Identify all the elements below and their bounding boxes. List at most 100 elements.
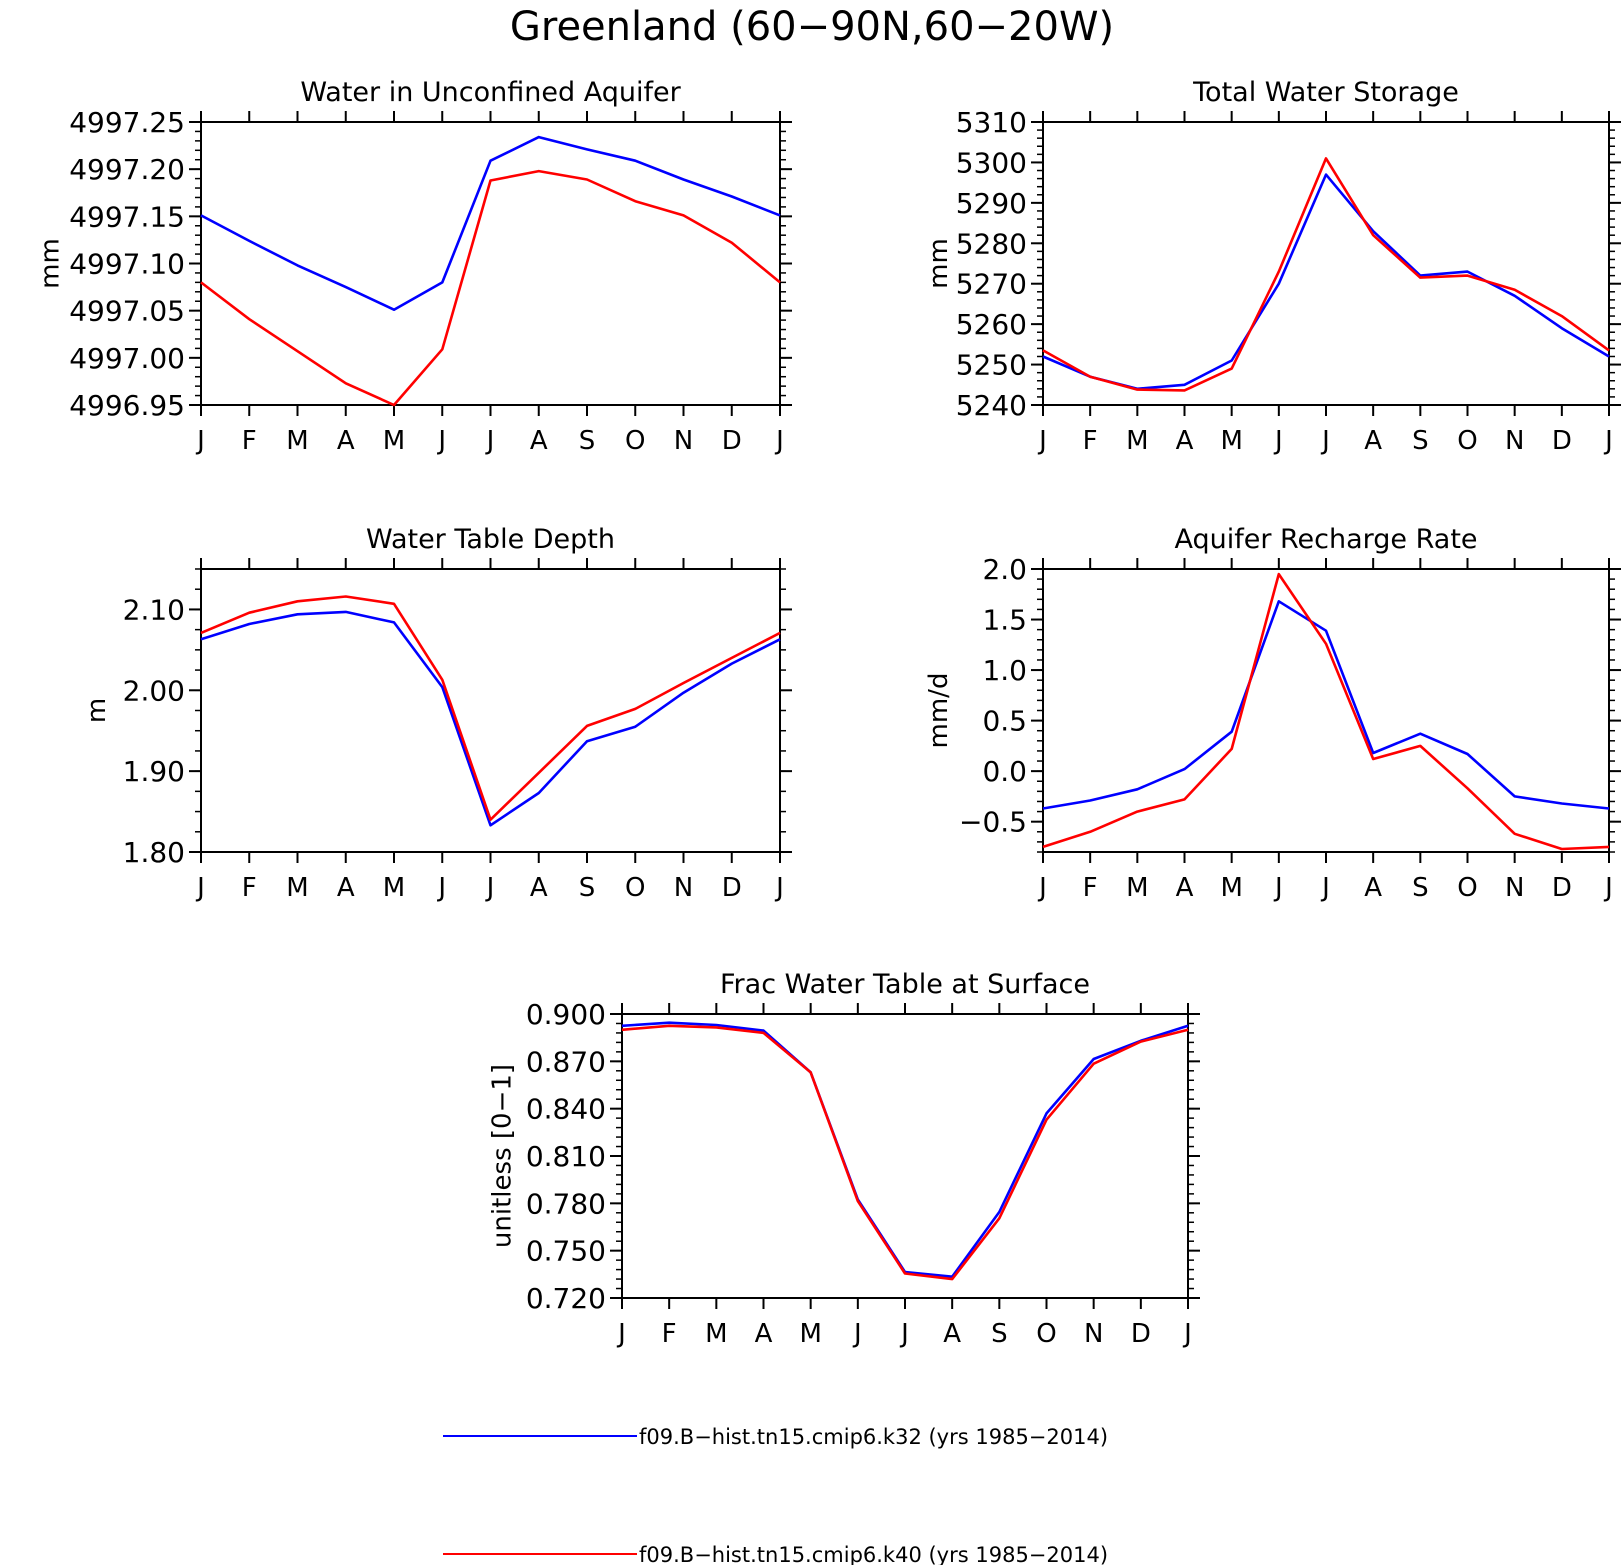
x-tick-label: J bbox=[436, 426, 446, 456]
y-tick-label: 4997.00 bbox=[69, 342, 185, 375]
x-tick-label: J bbox=[1037, 426, 1047, 456]
y-tick-label: 4997.25 bbox=[69, 106, 185, 139]
y-tick-label: 0.0 bbox=[982, 755, 1027, 788]
y-tick-label: 2.00 bbox=[123, 674, 185, 707]
x-tick-label: J bbox=[1273, 426, 1283, 456]
x-tick-label: A bbox=[530, 426, 548, 456]
y-tick-label: 4997.20 bbox=[69, 153, 185, 186]
panel-title: Aquifer Recharge Rate bbox=[1174, 524, 1477, 555]
panel-title: Water in Unconfined Aquifer bbox=[300, 77, 681, 108]
x-tick-label: J bbox=[436, 873, 446, 903]
series-line-k40 bbox=[1042, 157, 1610, 392]
x-tick-label: S bbox=[1412, 426, 1429, 456]
y-tick-label: 0.900 bbox=[526, 998, 606, 1031]
y-tick-label: 1.80 bbox=[123, 836, 185, 869]
x-tick-label: D bbox=[1131, 1319, 1151, 1349]
y-tick-label: 1.0 bbox=[982, 654, 1027, 687]
y-axis-label: mm bbox=[36, 238, 66, 289]
x-tick-label: J bbox=[774, 873, 784, 903]
y-tick-label: 5290 bbox=[956, 187, 1027, 220]
y-tick-label: 5240 bbox=[956, 389, 1027, 422]
x-tick-label: F bbox=[662, 1319, 677, 1349]
x-tick-label: J bbox=[1037, 873, 1047, 903]
series-line-k32 bbox=[1042, 599, 1610, 810]
x-tick-label: O bbox=[1457, 426, 1477, 456]
x-tick-label: D bbox=[1552, 426, 1572, 456]
y-axis-label: m bbox=[82, 698, 112, 723]
x-tick-label: M bbox=[1126, 426, 1148, 456]
x-tick-label: F bbox=[242, 426, 257, 456]
y-tick-label: 4997.15 bbox=[69, 200, 185, 233]
y-tick-label: 1.5 bbox=[982, 604, 1027, 637]
x-tick-label: S bbox=[579, 426, 596, 456]
x-tick-label: F bbox=[242, 873, 257, 903]
x-tick-label: S bbox=[991, 1319, 1008, 1349]
y-tick-label: 5260 bbox=[956, 308, 1027, 341]
y-tick-label: 0.720 bbox=[526, 1282, 606, 1315]
x-tick-label: F bbox=[1083, 873, 1098, 903]
x-tick-label: J bbox=[852, 1319, 862, 1349]
x-tick-label: S bbox=[579, 873, 596, 903]
x-tick-label: N bbox=[1084, 1319, 1103, 1349]
series-line-k40 bbox=[621, 1024, 1189, 1281]
y-axis-label: mm/d bbox=[924, 673, 954, 749]
x-tick-label: M bbox=[383, 873, 405, 903]
y-tick-label: 1.90 bbox=[123, 755, 185, 788]
y-tick-label: 4997.10 bbox=[69, 248, 185, 281]
y-tick-label: 5300 bbox=[956, 146, 1027, 179]
y-tick-label: 0.810 bbox=[526, 1140, 606, 1173]
y-axis-label: mm bbox=[924, 238, 954, 289]
x-tick-label: F bbox=[1083, 426, 1098, 456]
series-line-k32 bbox=[200, 135, 781, 312]
series-line-k40 bbox=[200, 595, 781, 822]
x-tick-label: A bbox=[943, 1319, 961, 1349]
x-tick-label: A bbox=[530, 873, 548, 903]
x-tick-label: M bbox=[799, 1319, 821, 1349]
x-tick-label: M bbox=[383, 426, 405, 456]
series-line-k40 bbox=[1042, 572, 1610, 851]
x-tick-label: A bbox=[755, 1319, 773, 1349]
x-tick-label: A bbox=[1364, 873, 1382, 903]
y-tick-label: 0.5 bbox=[982, 705, 1027, 738]
x-tick-label: N bbox=[1505, 426, 1524, 456]
x-tick-label: N bbox=[1505, 873, 1524, 903]
y-tick-label: 0.870 bbox=[526, 1045, 606, 1078]
x-tick-label: J bbox=[774, 426, 784, 456]
y-tick-label: 0.780 bbox=[526, 1187, 606, 1220]
x-tick-label: A bbox=[337, 426, 355, 456]
x-tick-label: S bbox=[1412, 873, 1429, 903]
x-tick-label: A bbox=[1364, 426, 1382, 456]
x-tick-label: N bbox=[674, 873, 693, 903]
plot-frame bbox=[200, 121, 781, 406]
x-tick-label: D bbox=[722, 426, 742, 456]
x-tick-label: J bbox=[1182, 1319, 1192, 1349]
y-tick-label: −0.5 bbox=[959, 806, 1027, 839]
x-tick-label: D bbox=[722, 873, 742, 903]
panel-title: Water Table Depth bbox=[366, 524, 615, 555]
x-tick-label: J bbox=[616, 1319, 626, 1349]
x-tick-label: J bbox=[485, 873, 495, 903]
y-tick-label: 2.10 bbox=[123, 593, 185, 626]
y-tick-label: 0.750 bbox=[526, 1235, 606, 1268]
x-tick-label: A bbox=[1176, 873, 1194, 903]
figure-title: Greenland (60−90N,60−20W) bbox=[510, 4, 1114, 50]
legend-label-k32: f09.B−hist.tn15.cmip6.k32 (yrs 1985−2014… bbox=[639, 1425, 1108, 1449]
x-tick-label: J bbox=[195, 873, 205, 903]
x-tick-label: A bbox=[337, 873, 355, 903]
series-line-k32 bbox=[200, 610, 781, 827]
y-tick-label: 4996.95 bbox=[69, 389, 185, 422]
x-tick-label: J bbox=[485, 426, 495, 456]
x-tick-label: M bbox=[1126, 873, 1148, 903]
y-axis-label: unitless [0−1] bbox=[488, 1064, 518, 1248]
y-tick-label: 2.0 bbox=[982, 553, 1027, 586]
plot-frame bbox=[1042, 568, 1610, 853]
x-tick-label: J bbox=[1603, 426, 1613, 456]
legend: f09.B−hist.tn15.cmip6.k32 (yrs 1985−2014… bbox=[443, 1425, 1108, 1565]
x-tick-label: D bbox=[1552, 873, 1572, 903]
x-tick-label: M bbox=[286, 873, 308, 903]
